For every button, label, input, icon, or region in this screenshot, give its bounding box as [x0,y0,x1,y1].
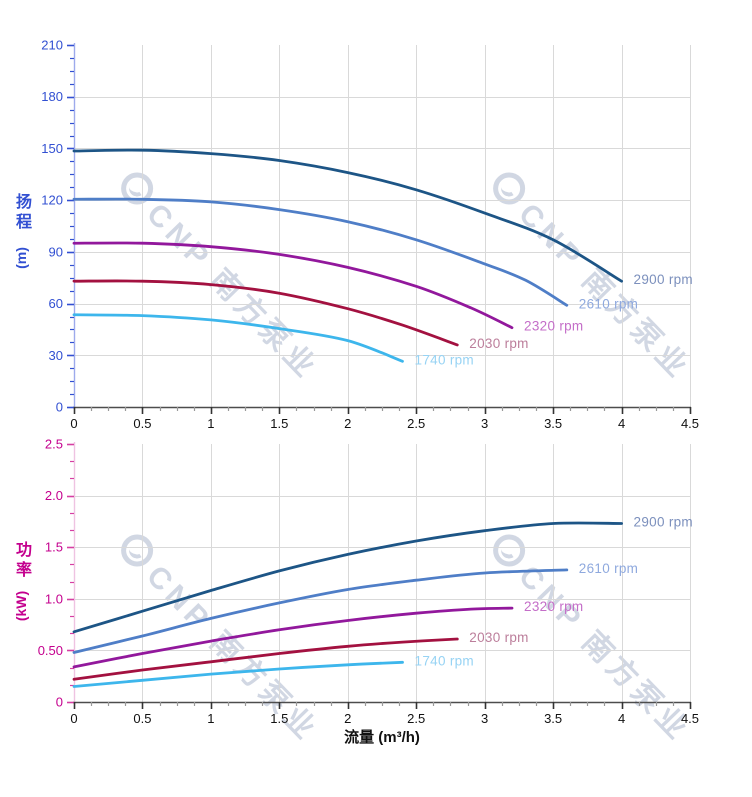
series-label-1740-rpm: 1740 rpm [415,352,474,367]
y-tick-label: 150 [41,141,63,156]
series-curve-2030-rpm [72,279,459,347]
x-tick-label: 2 [344,711,351,726]
x-tick-label: 2.5 [407,416,425,431]
head-axis-unit: (m) [13,247,29,269]
y-tick-label: 180 [41,89,63,104]
series-curve-2900-rpm [72,148,623,283]
x-tick-label: 4.5 [681,416,699,431]
x-tick-label: 1.5 [270,416,288,431]
series-curve-2900-rpm [72,521,623,634]
power-axis-title: 功率 (kW) [8,541,34,621]
y-tick-label: 30 [49,348,63,363]
power-axis-unit: (kW) [13,590,30,622]
series-curve-1740-rpm [72,313,404,363]
series-curve-2610-rpm [72,568,569,654]
y-tick-label: 0 [56,400,63,415]
head-axis-title: 扬程 (m) [8,193,34,269]
x-tick-label: 3 [481,711,488,726]
series-curve-2030-rpm [72,637,459,681]
y-tick-label: 210 [41,38,63,53]
x-tick-label: 0.5 [133,416,151,431]
x-tick-label: 2.5 [407,711,425,726]
x-tick-label: 1.5 [270,711,288,726]
series-label-2610-rpm: 2610 rpm [579,561,638,576]
power-axis-title-text: 功率 [13,541,30,581]
x-tick-label: 3.5 [544,416,562,431]
y-tick-label: 120 [41,193,63,208]
x-tick-label: 0 [70,711,77,726]
y-tick-label: 60 [49,296,63,311]
series-label-2320-rpm: 2320 rpm [524,599,583,614]
series-label-2320-rpm: 2320 rpm [524,319,583,334]
head-axis-title-text: 扬程 [13,193,30,233]
series-label-2900-rpm: 2900 rpm [634,514,693,529]
y-tick-label: 2.5 [45,437,63,452]
series-label-2030-rpm: 2030 rpm [469,630,528,645]
series-label-2900-rpm: 2900 rpm [634,272,693,287]
series-curve-2320-rpm [72,241,514,330]
x-tick-label: 0 [70,416,77,431]
y-tick-label: 90 [49,244,63,259]
y-tick-label: 2.0 [45,488,63,503]
series-label-2030-rpm: 2030 rpm [469,336,528,351]
y-tick-label: 0 [56,695,63,710]
series-curve-1740-rpm [72,660,404,688]
series-curve-2320-rpm [72,606,514,669]
x-tick-label: 4 [618,711,625,726]
x-tick-label: 1 [207,711,214,726]
x-tick-label: 4.5 [681,711,699,726]
x-tick-label: 0.5 [133,711,151,726]
x-tick-label: 2 [344,416,351,431]
x-tick-label: 4 [618,416,625,431]
x-tick-label: 1 [207,416,214,431]
x-tick-label: 3.5 [544,711,562,726]
series-curve-2610-rpm [72,197,569,307]
flow-axis-title: 流量 (m³/h) [344,729,420,746]
y-tick-label: 0.50 [38,643,63,658]
y-tick-label: 1.5 [45,540,63,555]
series-label-1740-rpm: 1740 rpm [415,653,474,668]
series-label-2610-rpm: 2610 rpm [579,296,638,311]
x-tick-label: 3 [481,416,488,431]
y-tick-label: 1.0 [45,591,63,606]
